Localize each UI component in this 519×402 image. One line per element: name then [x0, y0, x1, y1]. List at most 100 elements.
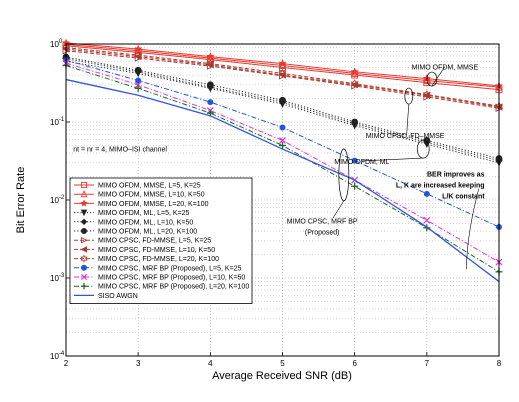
annotation-text: MIMO OFDM, ML — [334, 159, 389, 166]
annotation-text: MIMO CPSC, FD–MMSE — [366, 133, 445, 140]
legend-item: MIMO CPSC, MRF BP (Proposed), L=20, K=10… — [74, 283, 249, 291]
legend-item: MIMO CPSC, MRF BP (Proposed), L=10, K=50 — [74, 273, 245, 282]
x-axis-label: Average Received SNR (dB) — [212, 370, 352, 382]
series-line — [65, 45, 500, 91]
data-point — [134, 50, 143, 60]
legend-box — [69, 177, 253, 304]
legend-label: MIMO OFDM, MMSE, L=20, K=100 — [98, 201, 209, 208]
x-tick-label: 4 — [208, 359, 213, 368]
data-point — [80, 273, 88, 281]
y-tick-label: 10-1 — [50, 117, 65, 127]
legend-label: MIMO OFDM, ML, L=20, K=100 — [98, 229, 197, 236]
y-axis-label: Bit Error Rate — [15, 167, 27, 234]
callout-line — [431, 66, 446, 87]
legend-label: SISO AWGN — [98, 293, 138, 300]
data-point — [80, 254, 88, 263]
data-point — [350, 79, 359, 89]
data-point — [81, 227, 88, 234]
data-point — [423, 190, 430, 197]
x-tick-label: 3 — [136, 359, 141, 368]
callout-line — [361, 157, 424, 162]
axis-ticks: 2 3 4 5 6 7 8 100 10-1 10-2 10-3 10-4 — [50, 39, 502, 368]
legend-item: MIMO OFDM, ML, L=10, K=50 — [74, 218, 193, 226]
data-point — [279, 137, 286, 144]
series-line — [65, 47, 500, 107]
data-point — [278, 59, 287, 68]
legend-item: MIMO OFDM, ML, L=20, K=100 — [74, 227, 197, 236]
legend: MIMO OFDM, MMSE, L=5, K=25 MIMO OFDM, MMS… — [69, 177, 253, 304]
data-point — [278, 68, 287, 78]
legend-label: MIMO CPSC, FD-MMSE, L=5, K=25 — [98, 238, 211, 245]
annotation-text: L, K are increased keeping — [396, 182, 485, 189]
annotation-text: BER improves as — [427, 172, 485, 179]
data-point — [279, 96, 286, 104]
legend-item: MIMO CPSC, FD-MMSE, L=10, K=50 — [74, 246, 215, 254]
series-layer — [61, 38, 504, 283]
series-10 — [63, 57, 502, 231]
improvement-bracket — [466, 188, 480, 270]
data-point — [351, 157, 358, 164]
data-point — [80, 181, 88, 189]
data-point — [423, 137, 431, 144]
legend-item: SISO AWGN — [74, 293, 138, 300]
x-tick-label: 5 — [280, 359, 285, 368]
data-point — [279, 141, 286, 149]
y-tick-label: 10-2 — [50, 195, 65, 205]
x-tick-label: 2 — [64, 359, 69, 368]
legend-label: MIMO OFDM, ML, L=5, K=25 — [98, 210, 190, 217]
data-point — [351, 182, 359, 190]
y-tick-label: 100 — [50, 39, 63, 49]
legend-item: MIMO OFDM, MMSE, L=10, K=50 — [74, 190, 205, 199]
legend-label: MIMO CPSC, MRF BP (Proposed), L=20, K=10… — [98, 284, 249, 291]
legend-label: MIMO CPSC, FD-MMSE, L=10, K=50 — [98, 247, 215, 254]
data-point — [207, 99, 214, 106]
data-point — [351, 118, 359, 126]
data-point — [279, 124, 286, 131]
annotation-layer: MIMO OFDM, MMSE MIMO CPSC, FD–MMSE MIMO OF… — [73, 65, 485, 270]
data-point — [135, 77, 142, 84]
x-tick-label: 8 — [497, 359, 502, 368]
data-point — [80, 199, 88, 207]
legend-item: MIMO OFDM, ML, L=5, K=25 — [74, 209, 190, 217]
series-13 — [65, 78, 500, 283]
data-point — [80, 218, 88, 225]
legend-item: MIMO OFDM, MMSE, L=5, K=25 — [74, 181, 201, 190]
y-tick-label: 10-3 — [50, 273, 65, 283]
callout-line — [332, 200, 345, 219]
legend-label: MIMO CPSC, MRF BP (Proposed), L=5, K=25 — [98, 265, 242, 272]
legend-item: MIMO CPSC, FD-MMSE, L=20, K=100 — [74, 254, 219, 263]
data-point — [134, 81, 142, 89]
data-point — [206, 52, 215, 61]
legend-label: MIMO OFDM, MMSE, L=5, K=25 — [98, 183, 201, 190]
data-point — [422, 90, 431, 99]
y-tick-label: 10-4 — [50, 351, 65, 361]
x-tick-label: 6 — [352, 359, 357, 368]
data-point — [80, 209, 88, 217]
data-point — [350, 67, 359, 76]
data-point — [81, 264, 88, 271]
data-point — [80, 190, 88, 198]
legend-item: MIMO CPSC, MRF BP (Proposed), L=5, K=25 — [74, 264, 242, 272]
series-line — [65, 78, 500, 283]
data-point — [206, 59, 215, 69]
legend-label: MIMO OFDM, MMSE, L=10, K=50 — [98, 192, 205, 199]
annotation-text: L/K constant — [442, 193, 485, 200]
annotation-text: MIMO OFDM, MMSE — [412, 65, 479, 72]
legend-item: MIMO CPSC, FD-MMSE, L=5, K=25 — [74, 236, 211, 245]
data-point — [80, 236, 88, 244]
annotation-text: MIMO CPSC, MRF BP — [287, 218, 358, 225]
legend-item: MIMO OFDM, MMSE, L=20, K=100 — [74, 199, 209, 208]
series-6 — [62, 53, 503, 162]
data-point — [206, 81, 214, 89]
legend-label: MIMO OFDM, ML, L=10, K=50 — [98, 219, 193, 226]
data-point — [80, 283, 88, 290]
data-point — [134, 66, 142, 74]
x-tick-label: 7 — [425, 359, 430, 368]
annotation-text: nt = nr = 4, MIMO–ISI channel — [73, 146, 167, 153]
legend-label: MIMO CPSC, MRF BP (Proposed), L=10, K=50 — [98, 275, 245, 282]
data-point — [80, 246, 87, 253]
annotation-text: (Proposed) — [305, 230, 340, 237]
legend-label: MIMO CPSC, FD-MMSE, L=20, K=100 — [98, 256, 219, 263]
data-point — [423, 216, 431, 224]
